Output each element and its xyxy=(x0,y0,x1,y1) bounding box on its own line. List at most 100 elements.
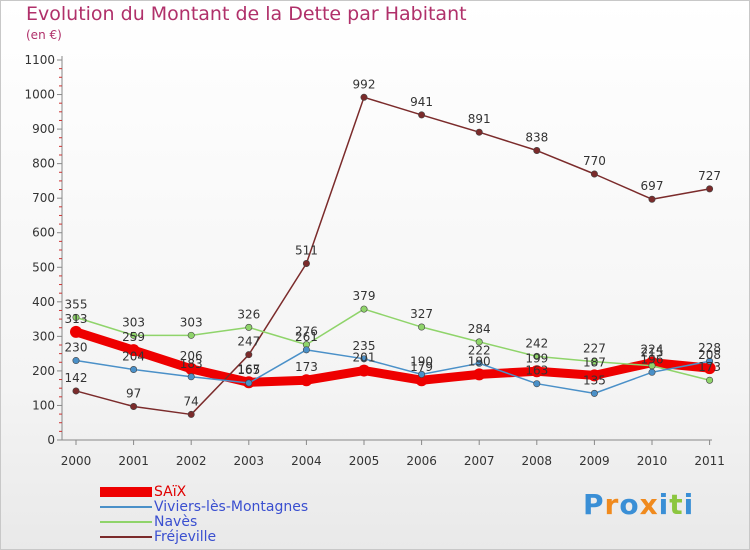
y-tick-label: 1000 xyxy=(24,88,55,102)
chart-title: Evolution du Montant de la Dette par Hab… xyxy=(26,3,467,25)
data-point xyxy=(187,410,195,418)
logo-letter: i xyxy=(683,488,695,521)
data-point xyxy=(418,323,426,331)
x-tick-label: 2007 xyxy=(464,454,495,468)
data-point xyxy=(302,259,310,267)
y-tick-label: 100 xyxy=(32,398,55,412)
data-label: 355 xyxy=(65,297,88,311)
data-point xyxy=(360,355,368,363)
logo-letter: t xyxy=(669,488,684,521)
data-point xyxy=(245,379,253,387)
data-point xyxy=(648,195,656,203)
series-line-1 xyxy=(75,349,711,395)
data-label: 196 xyxy=(641,352,664,366)
data-point xyxy=(590,358,598,366)
data-point xyxy=(72,357,80,365)
data-point xyxy=(72,313,80,321)
x-tick-label: 2003 xyxy=(234,454,265,468)
legend-item: Viviers-lès-Montagnes xyxy=(100,499,308,515)
data-label: 313 xyxy=(65,312,88,326)
data-label: 190 xyxy=(468,354,491,368)
data-point xyxy=(185,362,198,375)
data-point xyxy=(418,370,426,378)
data-label: 201 xyxy=(353,351,376,365)
legend-swatch xyxy=(100,536,152,538)
data-label: 199 xyxy=(525,351,548,365)
data-point xyxy=(533,380,541,388)
data-label: 74 xyxy=(184,394,199,408)
series-line-0 xyxy=(71,327,715,387)
x-tick-label: 2004 xyxy=(291,454,322,468)
data-label: 235 xyxy=(353,339,376,353)
x-tick-label: 2006 xyxy=(406,454,437,468)
data-label: 992 xyxy=(353,77,376,91)
data-label: 190 xyxy=(410,354,433,368)
legend-item: SAïX xyxy=(100,484,186,500)
legend-label: Navès xyxy=(154,514,198,530)
data-point xyxy=(706,357,714,365)
data-label: 511 xyxy=(295,243,318,257)
data-label: 284 xyxy=(468,322,491,336)
logo-letter: x xyxy=(639,488,659,521)
data-point xyxy=(648,368,656,376)
data-label: 204 xyxy=(122,350,145,364)
data-point xyxy=(127,344,140,357)
data-label: 222 xyxy=(468,343,491,357)
y-tick-label: 800 xyxy=(32,157,55,171)
data-point xyxy=(302,346,310,354)
y-tick-label: 500 xyxy=(32,260,55,274)
data-label: 173 xyxy=(698,360,721,374)
y-tick-label: 600 xyxy=(32,226,55,240)
data-label: 727 xyxy=(698,169,721,183)
data-label: 179 xyxy=(410,360,433,374)
data-point xyxy=(706,185,714,193)
data-point xyxy=(187,373,195,381)
data-label: 326 xyxy=(237,307,260,321)
data-label: 165 xyxy=(237,363,260,377)
data-label: 208 xyxy=(698,348,721,362)
data-label: 167 xyxy=(237,362,260,376)
x-tick-label: 2000 xyxy=(61,454,92,468)
legend-swatch xyxy=(100,506,152,508)
x-tick-label: 2002 xyxy=(176,454,207,468)
data-point xyxy=(245,351,253,359)
data-label: 135 xyxy=(583,373,606,387)
data-point xyxy=(475,359,483,367)
data-label: 173 xyxy=(295,360,318,374)
logo-letter: o xyxy=(619,488,640,521)
data-point xyxy=(590,389,598,397)
x-tick-label: 2001 xyxy=(118,454,149,468)
data-point xyxy=(358,364,370,377)
x-tick-label: 2010 xyxy=(637,454,668,468)
data-point xyxy=(360,305,368,313)
data-label: 206 xyxy=(180,349,203,363)
data-point xyxy=(300,374,313,387)
data-label: 891 xyxy=(468,112,491,126)
series-line-2 xyxy=(75,308,711,381)
data-point xyxy=(418,111,426,119)
y-tick-label: 400 xyxy=(32,295,55,309)
data-label: 261 xyxy=(295,330,318,344)
data-point xyxy=(360,93,368,101)
data-point xyxy=(706,376,714,384)
data-label: 941 xyxy=(410,95,433,109)
data-point xyxy=(130,331,138,339)
data-point xyxy=(72,387,80,395)
y-tick-label: 1100 xyxy=(24,53,55,67)
x-tick-label: 2011 xyxy=(694,454,725,468)
x-tick-label: 2005 xyxy=(349,454,380,468)
data-label: 770 xyxy=(583,154,606,168)
data-point xyxy=(588,369,601,382)
y-tick-label: 200 xyxy=(32,364,55,378)
data-label: 183 xyxy=(180,357,203,371)
legend-item: Fréjeville xyxy=(100,529,216,545)
data-label: 327 xyxy=(410,307,433,321)
logo-letter: P xyxy=(583,488,605,521)
data-point xyxy=(70,325,82,338)
legend-swatch xyxy=(100,487,152,497)
series-line-3 xyxy=(75,96,711,416)
legend-label: Viviers-lès-Montagnes xyxy=(154,499,309,515)
data-point xyxy=(245,323,253,331)
data-label: 697 xyxy=(641,179,664,193)
